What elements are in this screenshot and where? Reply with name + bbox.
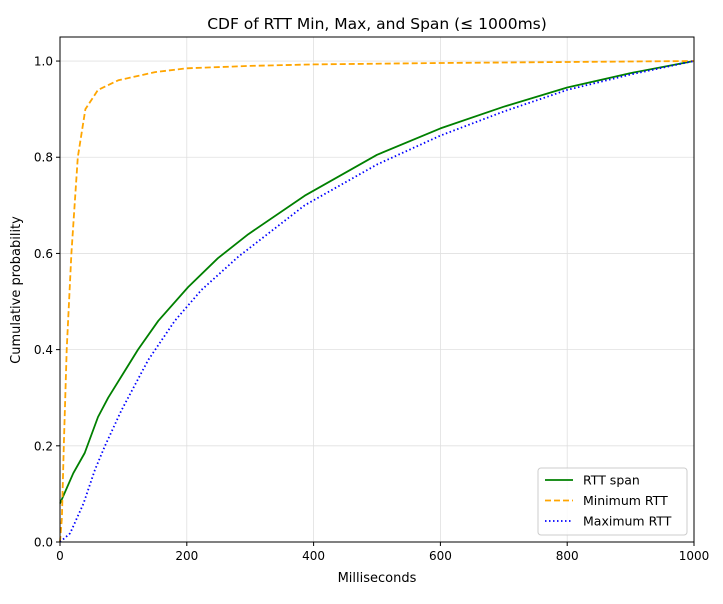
gridlines [59,37,695,543]
y-tick-label: 1.0 [34,55,53,69]
y-axis-label: Cumulative probability [9,216,24,364]
legend-box [537,467,688,536]
axis-ticks: 0 200 400 600 800 1000 0.0 0.2 0.4 0.6 0.8 1.0 [34,55,709,563]
plot-frame [59,36,695,543]
y-tick-label: 0.6 [34,247,53,261]
x-tick-label: 200 [175,549,198,563]
y-tick-label: 0.0 [34,536,53,550]
series-group [59,60,695,543]
legend-label: RTT span [583,473,640,488]
legend-label: Maximum RTT [583,514,672,529]
x-tick-label: 0 [56,549,64,563]
x-tick-label: 800 [556,549,579,563]
series-line-minimum-rtt [59,60,695,543]
series-line-maximum-rtt [59,60,695,543]
series-line-rtt-span [59,60,695,504]
x-tick-label: 600 [429,549,452,563]
x-axis-label: Milliseconds [338,571,417,586]
y-tick-label: 0.8 [34,151,53,165]
x-tick-label: 1000 [679,549,710,563]
legend: RTT span Minimum RTT Maximum RTT [537,467,688,536]
chart-title: CDF of RTT Min, Max, and Span (≤ 1000ms) [207,15,547,33]
y-tick-label: 0.2 [34,439,53,453]
x-tick-label: 400 [302,549,325,563]
legend-label: Minimum RTT [583,493,668,508]
y-tick-label: 0.4 [34,343,53,357]
